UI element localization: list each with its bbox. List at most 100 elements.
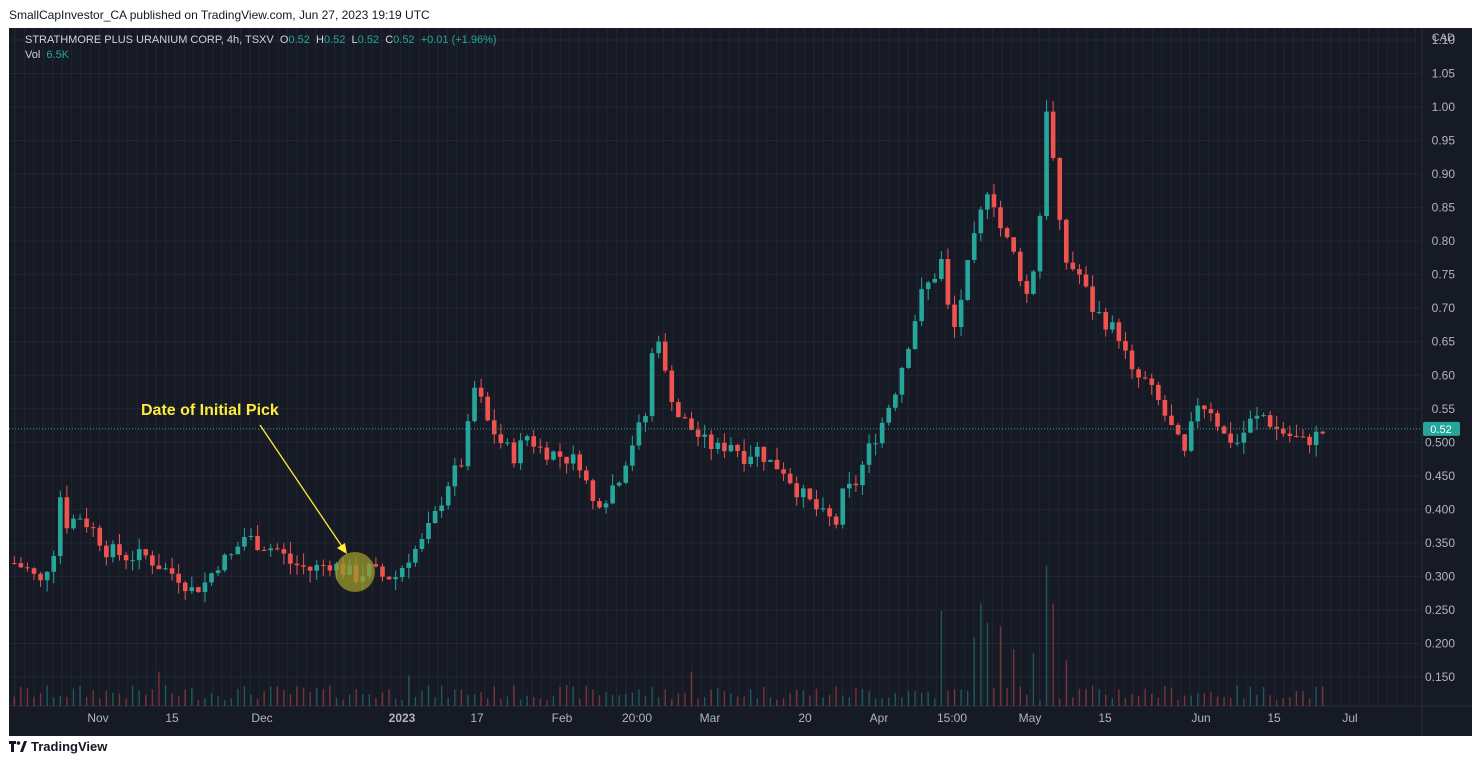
candle-body [321, 564, 326, 566]
volume-bar [559, 687, 561, 706]
candle-body [774, 459, 780, 470]
candle-body [445, 486, 451, 506]
candle-body [136, 549, 142, 561]
volume-bar [1216, 696, 1219, 706]
volume-bar [421, 690, 423, 706]
volume-bar [276, 686, 278, 706]
volume-bar [756, 698, 758, 706]
candle-body [1241, 432, 1247, 443]
low-label: L [351, 34, 358, 46]
volume-bar [1183, 695, 1186, 706]
volume-bar [894, 692, 897, 706]
candle-body [143, 549, 149, 556]
volume-bar [1157, 697, 1160, 706]
volume-bar [579, 699, 581, 706]
volume-bar [112, 692, 114, 706]
volume-bar [822, 697, 824, 706]
volume-bar [59, 696, 62, 706]
y-tick-label: 0.150 [1425, 670, 1455, 684]
candlestick-chart[interactable]: 1.10 1.05 1.00 0.95 0.90 0.85 0.80 0.75 0.70 0.65… [9, 28, 1472, 736]
candle-body [1254, 415, 1260, 419]
candle-body [1221, 426, 1227, 434]
volume-bar [874, 698, 877, 706]
volume-bar [99, 698, 101, 706]
y-tick-label: 0.250 [1425, 603, 1455, 617]
volume-bar [664, 689, 666, 706]
candle-body [215, 570, 221, 574]
volume-bar [1197, 692, 1199, 706]
candle-body [787, 473, 793, 484]
y-tick-label: 1.00 [1432, 100, 1456, 114]
candle-body [925, 282, 931, 290]
candle-body [800, 488, 806, 498]
volume-bar [1269, 695, 1271, 706]
volume-bar [1078, 688, 1081, 706]
volume-bar [493, 686, 495, 706]
volume-bar [1229, 697, 1232, 706]
volume-bar [1249, 686, 1252, 706]
candle-body [1149, 378, 1155, 385]
volume-bar [907, 691, 910, 706]
candle-body [314, 564, 320, 571]
volume-bar [835, 686, 837, 706]
candle-body [485, 396, 490, 421]
volume-bar [828, 695, 831, 706]
volume-bar [736, 696, 739, 706]
candle-body [327, 565, 333, 571]
volume-bar [815, 688, 818, 706]
volume-bar [1085, 689, 1087, 706]
candle-body [498, 434, 504, 444]
volume-bar [953, 689, 956, 706]
volume-bar [546, 700, 548, 706]
candle-body [452, 465, 458, 487]
candle-body [524, 436, 530, 441]
candle-body [1096, 311, 1102, 313]
high-label: H [316, 34, 324, 46]
volume-bar [66, 696, 68, 706]
annotation-label: Date of Initial Pick [141, 402, 279, 419]
candle-body [985, 194, 990, 210]
candle-body [228, 554, 234, 556]
volume-bar [460, 689, 463, 706]
open-value: 0.52 [288, 34, 310, 46]
x-tick-label: 15 [1098, 711, 1112, 725]
candle-body [833, 516, 839, 525]
volume-bar [210, 692, 213, 706]
candle-body [1136, 369, 1141, 378]
y-tick-label: 1.05 [1432, 67, 1456, 81]
candle-body [110, 544, 116, 558]
candle-body [577, 454, 583, 471]
candle-body [413, 548, 418, 563]
volume-bar [881, 698, 883, 706]
volume-bar [1052, 603, 1054, 706]
volume-bar [986, 622, 989, 706]
footer-brand[interactable]: TradingView [9, 739, 107, 754]
candle-body [945, 258, 951, 305]
chart-panel[interactable]: 1.10 1.05 1.00 0.95 0.90 0.85 0.80 0.75 0.70 0.65… [9, 28, 1472, 736]
candle-body [584, 470, 589, 481]
last-price-tag-label: 0.52 [1430, 424, 1451, 436]
candle-body [71, 518, 76, 529]
volume-bar [572, 686, 574, 706]
candle-body [419, 538, 425, 549]
candle-body [879, 422, 885, 444]
candle-body [597, 501, 602, 508]
candle-body [1129, 350, 1135, 370]
candle-body [748, 456, 753, 465]
candle-body [1063, 219, 1069, 263]
candle-body [715, 442, 721, 449]
candle-body [820, 508, 826, 510]
volume-bar [657, 696, 660, 706]
candle-body [662, 341, 668, 371]
candle-body [307, 566, 313, 571]
volume-bar [513, 685, 515, 706]
candle-body [1320, 431, 1326, 434]
volume-bar [769, 697, 772, 706]
candle-body [18, 563, 24, 568]
candle-body [58, 497, 63, 556]
candle-body [90, 527, 96, 529]
volume-bar [1236, 685, 1238, 706]
volume-bar [1177, 700, 1179, 706]
candle-body [649, 353, 655, 417]
volume-bar [473, 694, 476, 706]
